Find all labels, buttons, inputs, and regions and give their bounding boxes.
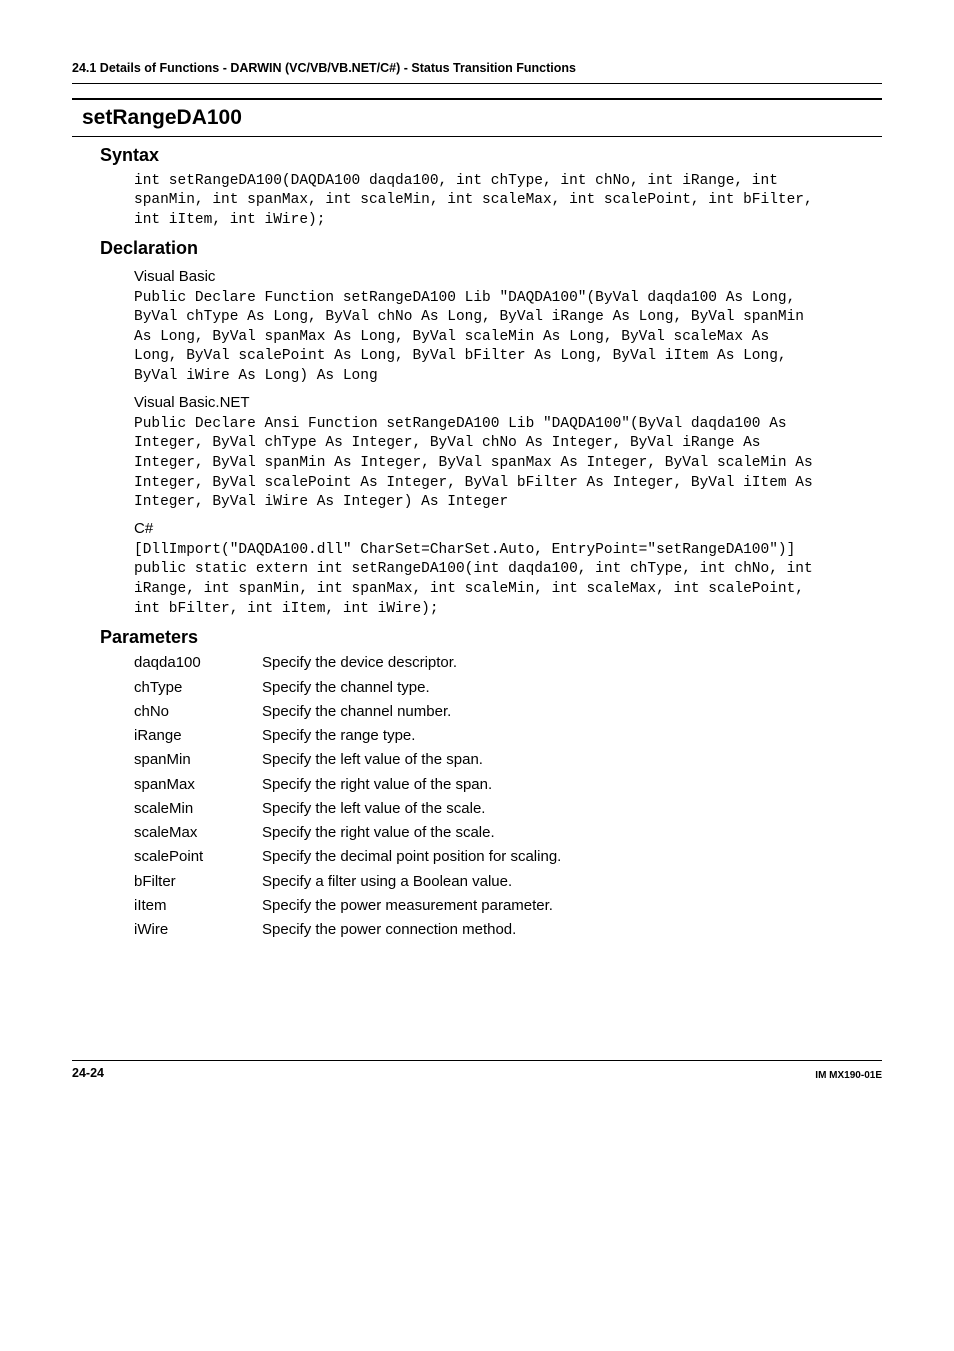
parameters-heading: Parameters: [100, 625, 882, 649]
param-name: spanMax: [134, 775, 262, 795]
param-name: chNo: [134, 702, 262, 722]
vb-heading: Visual Basic: [134, 267, 882, 287]
syntax-code: int setRangeDA100(DAQDA100 daqda100, int…: [134, 172, 814, 231]
function-name: setRangeDA100: [82, 106, 242, 129]
param-desc: Specify the channel type.: [262, 678, 430, 698]
param-name: spanMin: [134, 750, 262, 770]
parameters-table: daqda100 Specify the device descriptor. …: [134, 653, 882, 940]
param-desc: Specify the channel number.: [262, 702, 451, 722]
param-desc: Specify the decimal point position for s…: [262, 847, 561, 867]
param-row: scalePoint Specify the decimal point pos…: [134, 847, 882, 867]
param-row: chType Specify the channel type.: [134, 678, 882, 698]
param-name: iItem: [134, 896, 262, 916]
param-row: bFilter Specify a filter using a Boolean…: [134, 872, 882, 892]
param-desc: Specify the right value of the scale.: [262, 823, 495, 843]
running-head: 24.1 Details of Functions - DARWIN (VC/V…: [72, 60, 882, 84]
param-desc: Specify the left value of the span.: [262, 750, 483, 770]
param-desc: Specify the power connection method.: [262, 920, 516, 940]
param-name: scalePoint: [134, 847, 262, 867]
declaration-heading: Declaration: [100, 236, 882, 260]
param-name: scaleMax: [134, 823, 262, 843]
footer-page-number: 24-24: [72, 1065, 104, 1082]
vb-code: Public Declare Function setRangeDA100 Li…: [134, 289, 814, 387]
param-desc: Specify the power measurement parameter.: [262, 896, 553, 916]
csharp-heading: C#: [134, 519, 882, 539]
param-row: spanMin Specify the left value of the sp…: [134, 750, 882, 770]
vbnet-code: Public Declare Ansi Function setRangeDA1…: [134, 415, 814, 513]
vbnet-heading: Visual Basic.NET: [134, 393, 882, 413]
csharp-code: [DllImport("DAQDA100.dll" CharSet=CharSe…: [134, 541, 814, 619]
param-name: iWire: [134, 920, 262, 940]
param-name: scaleMin: [134, 799, 262, 819]
param-desc: Specify the device descriptor.: [262, 653, 457, 673]
function-title-block: setRangeDA100: [72, 98, 882, 137]
param-name: iRange: [134, 726, 262, 746]
param-desc: Specify the left value of the scale.: [262, 799, 485, 819]
param-name: chType: [134, 678, 262, 698]
param-name: bFilter: [134, 872, 262, 892]
param-desc: Specify the right value of the span.: [262, 775, 492, 795]
param-row: iWire Specify the power connection metho…: [134, 920, 882, 940]
param-row: spanMax Specify the right value of the s…: [134, 775, 882, 795]
param-desc: Specify a filter using a Boolean value.: [262, 872, 512, 892]
footer-document-id: IM MX190-01E: [815, 1069, 882, 1083]
page-footer: 24-24 IM MX190-01E: [72, 1060, 882, 1082]
param-row: daqda100 Specify the device descriptor.: [134, 653, 882, 673]
param-name: daqda100: [134, 653, 262, 673]
param-row: scaleMax Specify the right value of the …: [134, 823, 882, 843]
param-row: scaleMin Specify the left value of the s…: [134, 799, 882, 819]
param-row: iRange Specify the range type.: [134, 726, 882, 746]
param-row: iItem Specify the power measurement para…: [134, 896, 882, 916]
param-row: chNo Specify the channel number.: [134, 702, 882, 722]
param-desc: Specify the range type.: [262, 726, 415, 746]
syntax-heading: Syntax: [100, 143, 882, 167]
